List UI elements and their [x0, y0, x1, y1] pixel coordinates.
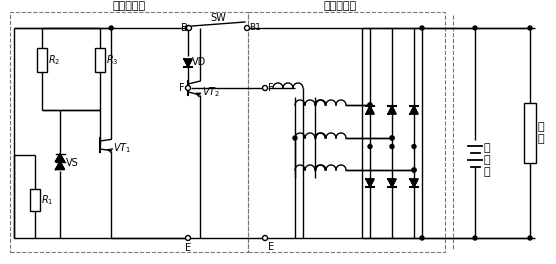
Text: $VT_2$: $VT_2$: [202, 85, 220, 99]
Circle shape: [186, 26, 191, 31]
Bar: [95, 48, 105, 72]
Text: $R_1$: $R_1$: [41, 193, 53, 207]
Text: B1: B1: [249, 23, 261, 32]
Circle shape: [528, 26, 532, 30]
Circle shape: [420, 236, 424, 240]
Bar: [248, 12, 445, 252]
Bar: [524, 103, 536, 163]
Circle shape: [528, 236, 532, 240]
Text: $R_2$: $R_2$: [48, 53, 60, 67]
Circle shape: [473, 236, 477, 240]
Circle shape: [186, 235, 191, 241]
Circle shape: [368, 144, 372, 148]
Circle shape: [473, 26, 477, 30]
Circle shape: [420, 26, 424, 30]
Polygon shape: [388, 179, 396, 187]
Circle shape: [412, 168, 416, 172]
Bar: [30, 189, 40, 211]
Text: VS: VS: [66, 158, 79, 168]
Polygon shape: [366, 106, 374, 114]
Circle shape: [368, 103, 372, 107]
Circle shape: [109, 26, 113, 30]
Polygon shape: [56, 162, 64, 169]
Circle shape: [390, 144, 394, 148]
Circle shape: [390, 136, 394, 140]
Bar: [37, 48, 47, 72]
Bar: [10, 12, 248, 252]
Text: $VT_1$: $VT_1$: [113, 141, 131, 155]
Circle shape: [293, 136, 297, 140]
Text: 蓄
电
池: 蓄 电 池: [484, 143, 490, 177]
Polygon shape: [366, 179, 374, 187]
Polygon shape: [410, 179, 418, 187]
Circle shape: [262, 235, 267, 241]
Circle shape: [186, 86, 191, 91]
Text: 电子调节器: 电子调节器: [112, 1, 146, 11]
Text: 负
载: 负 载: [538, 122, 545, 144]
Text: F: F: [268, 83, 274, 93]
Polygon shape: [184, 59, 192, 67]
Circle shape: [245, 26, 250, 31]
Circle shape: [390, 136, 394, 140]
Circle shape: [368, 103, 372, 107]
Circle shape: [412, 168, 416, 172]
Polygon shape: [56, 153, 64, 162]
Text: E: E: [268, 242, 274, 252]
Text: F: F: [180, 83, 185, 93]
Text: 交流发电机: 交流发电机: [324, 1, 356, 11]
Circle shape: [186, 26, 191, 31]
Circle shape: [262, 86, 267, 91]
Text: E: E: [185, 243, 191, 253]
Text: VD: VD: [192, 57, 206, 67]
Text: SW: SW: [210, 13, 226, 23]
Polygon shape: [388, 106, 396, 114]
Text: $R_3$: $R_3$: [106, 53, 118, 67]
Polygon shape: [410, 106, 418, 114]
Circle shape: [412, 144, 416, 148]
Text: B: B: [181, 23, 187, 33]
